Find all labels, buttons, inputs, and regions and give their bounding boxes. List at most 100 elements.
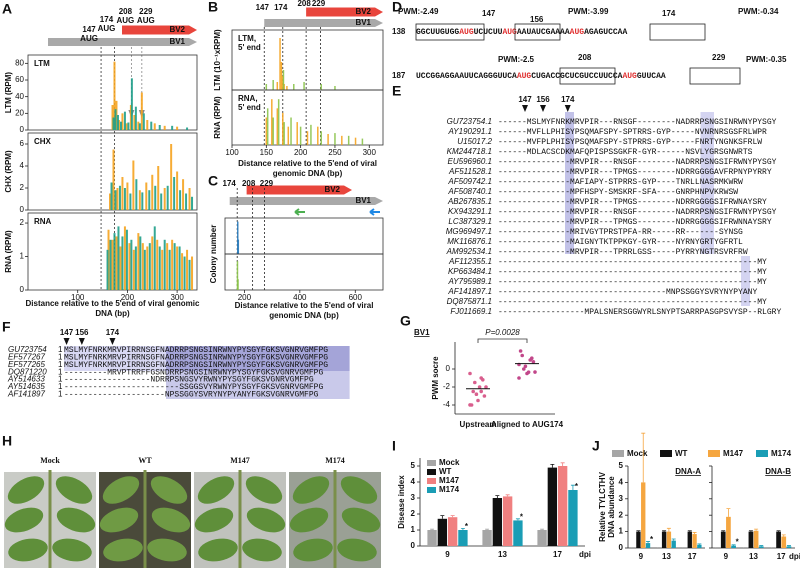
sequence: ----------------------------------------… bbox=[498, 278, 767, 287]
sequence-segment: AUG bbox=[517, 72, 532, 81]
gene-arrow bbox=[229, 197, 383, 205]
signal-bar bbox=[157, 166, 160, 210]
y-tick-label: 80 bbox=[15, 58, 24, 67]
signal-bar bbox=[146, 246, 149, 290]
error-bar bbox=[460, 528, 465, 530]
marker-label: 147 bbox=[518, 95, 532, 104]
x-tick-label: 200 bbox=[238, 293, 252, 302]
y-tick-label: 4 bbox=[411, 477, 416, 486]
gene-name: BV1 bbox=[169, 37, 185, 46]
signal-bar bbox=[127, 122, 130, 130]
sequence: MSLMYFNRKMRVPIRRNSGFNADRRPSNGSINRWNYPYSG… bbox=[64, 361, 328, 370]
signal-bar bbox=[132, 160, 135, 210]
x-axis-label: Distance relative to the 5'end of viral … bbox=[26, 299, 201, 308]
sequence-id: AF509742.1 bbox=[447, 177, 492, 186]
y-axis-label: DNA abundance bbox=[607, 476, 616, 538]
bar bbox=[513, 520, 523, 546]
signal-bar bbox=[119, 246, 122, 290]
sequence-start: 1 bbox=[58, 360, 63, 369]
sequence: ---------------MRVPIR---TPRRLGSS-----PYR… bbox=[498, 248, 748, 257]
bar bbox=[568, 490, 578, 546]
track-tag: LTM, bbox=[238, 34, 256, 43]
x-axis-label: DNA (bp) bbox=[95, 309, 130, 318]
error-bar bbox=[721, 530, 726, 532]
signal-bar bbox=[109, 239, 112, 290]
leaflet bbox=[198, 538, 238, 562]
signal-bar bbox=[119, 121, 122, 130]
signal-bar bbox=[181, 253, 184, 290]
legend-label: M147 bbox=[723, 449, 744, 458]
data-point bbox=[484, 385, 488, 389]
axes-frame bbox=[224, 217, 384, 255]
data-point bbox=[473, 380, 477, 385]
signal-bar bbox=[237, 221, 239, 254]
sequence-start: 1 bbox=[58, 353, 63, 362]
bar bbox=[687, 531, 692, 548]
sequence-id: GU723754 bbox=[8, 345, 47, 354]
conserved-block bbox=[166, 371, 350, 399]
sequence-id: LC387329.1 bbox=[448, 217, 492, 226]
axes-frame bbox=[224, 253, 384, 291]
sequence: MSLMYFNRKMRVPIRRNSGFNADRRPSNGSINRWNYPYSG… bbox=[64, 346, 328, 355]
signal-bar bbox=[182, 179, 185, 210]
error-bar bbox=[646, 541, 651, 544]
sequence-id: GU723754.1 bbox=[447, 117, 492, 126]
conserved-block bbox=[700, 112, 714, 254]
conserved-column bbox=[565, 112, 574, 254]
error-bar bbox=[495, 495, 500, 498]
bar bbox=[748, 531, 754, 548]
error-bar bbox=[560, 462, 565, 466]
x-tick-label: 600 bbox=[349, 293, 363, 302]
legend-swatch bbox=[756, 450, 768, 457]
sequence-id: FJ011669.1 bbox=[450, 307, 492, 316]
signal-bar bbox=[237, 279, 239, 290]
signal-bar bbox=[160, 193, 163, 210]
signal-bar bbox=[148, 190, 151, 210]
signal-bar bbox=[299, 126, 302, 145]
leaflet bbox=[150, 476, 188, 504]
error-bar bbox=[540, 528, 545, 530]
site-codon: AUG bbox=[80, 34, 98, 43]
gene-name: BV1 bbox=[355, 18, 371, 27]
sequence: ---------------------NPSSGGYSVRYNYPYANYF… bbox=[64, 391, 319, 400]
y-axis-label: LTM (10⁻¹xRPM) bbox=[213, 29, 222, 91]
gene-name: BV1 bbox=[355, 196, 371, 205]
signal-bar bbox=[123, 188, 126, 210]
y-tick-label: 3 bbox=[411, 493, 416, 502]
bar bbox=[447, 517, 458, 546]
signal-bar bbox=[142, 113, 145, 130]
x-tick-label: 9 bbox=[639, 552, 644, 561]
x-tick-label: 200 bbox=[121, 293, 135, 302]
y-tick-label: 4 bbox=[619, 478, 624, 487]
leaflet bbox=[242, 538, 282, 562]
leaflet bbox=[52, 538, 92, 562]
p-value: P=0.0028 bbox=[485, 328, 520, 337]
sequence: ------------------MPALSNERSGGWYRLSNYPTSA… bbox=[498, 308, 781, 317]
site-codon: AUG bbox=[116, 16, 134, 25]
y-axis-label: Colony number bbox=[209, 225, 218, 284]
annotation: PWM:-0.35 bbox=[746, 55, 787, 64]
signal-bar bbox=[310, 124, 312, 145]
panel-label: B bbox=[208, 0, 218, 15]
data-point bbox=[477, 385, 482, 389]
error-bar bbox=[662, 530, 667, 532]
error-bar bbox=[636, 530, 641, 532]
panel-label: I bbox=[392, 438, 396, 454]
error-bar bbox=[515, 518, 520, 521]
x-tick-label: 300 bbox=[170, 293, 184, 302]
sequence-segment: AUG bbox=[459, 28, 474, 37]
signal-bar bbox=[191, 196, 194, 210]
sequence-id: DQ875871.1 bbox=[447, 297, 492, 306]
signal-bar bbox=[115, 236, 118, 290]
data-point bbox=[533, 370, 537, 374]
data-point bbox=[523, 364, 528, 369]
significance-mark: * bbox=[575, 482, 579, 491]
legend-swatch bbox=[660, 450, 672, 457]
signal-bar bbox=[303, 82, 305, 90]
y-axis-label: RNA (RPM) bbox=[213, 96, 222, 139]
signal-bar bbox=[236, 261, 239, 290]
signal-bar bbox=[158, 246, 161, 290]
x-axis-label: Distance relative to the 5'end of viral bbox=[235, 301, 374, 310]
leaflet bbox=[194, 507, 234, 533]
bar bbox=[786, 546, 792, 548]
